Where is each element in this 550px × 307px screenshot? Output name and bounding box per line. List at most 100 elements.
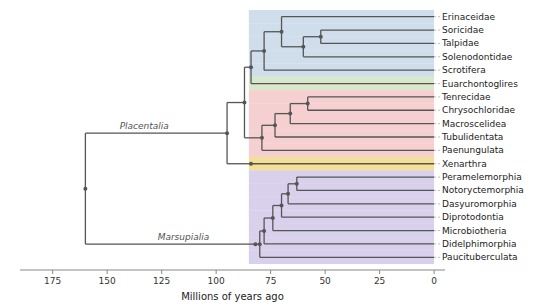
taxon-label: Chrysochloridae <box>442 105 515 115</box>
clade-band <box>249 130 434 143</box>
branch <box>264 70 434 71</box>
tree <box>83 17 434 258</box>
branch <box>282 217 435 218</box>
tick-label: 50 <box>319 276 331 286</box>
branch <box>264 31 281 32</box>
tick-label: 175 <box>44 276 61 286</box>
branch <box>85 132 227 133</box>
branch <box>308 96 434 97</box>
tick-label: 25 <box>374 276 385 286</box>
taxon-label: Dasyuromorphia <box>442 199 517 209</box>
branch <box>85 244 255 245</box>
clade-band <box>249 90 434 103</box>
leader <box>434 230 440 231</box>
leader <box>434 243 440 244</box>
clade-band <box>249 117 434 130</box>
taxon-label: Euarchontoglires <box>442 79 518 89</box>
branch <box>282 193 289 194</box>
taxon-label: Paenungulata <box>442 145 504 155</box>
branch <box>282 46 304 47</box>
branch <box>297 176 434 177</box>
taxon-label: Erinaceidae <box>442 12 495 22</box>
leader <box>434 150 440 151</box>
taxon-label: Peramelemorphia <box>442 172 522 182</box>
branch <box>262 125 275 126</box>
branch <box>303 56 434 57</box>
taxon-label: Paucituberculata <box>442 252 517 262</box>
branch <box>321 43 434 44</box>
tick-label: 0 <box>431 276 437 286</box>
clade-band <box>249 77 434 90</box>
branch <box>275 136 434 137</box>
clade-band <box>249 170 434 183</box>
branch <box>273 230 434 231</box>
tick <box>379 270 380 274</box>
leader <box>434 257 440 258</box>
branch <box>303 36 320 37</box>
tick <box>434 270 435 274</box>
branch <box>260 257 434 258</box>
taxon-label: Diprotodontia <box>442 212 504 222</box>
clade-band <box>249 37 434 50</box>
taxon-label: Notoryctemorphia <box>442 185 524 195</box>
branch <box>262 150 434 151</box>
taxon-label: Tenrecidae <box>441 92 491 102</box>
clade-band <box>249 50 434 63</box>
tick <box>107 270 108 274</box>
leader <box>434 190 440 191</box>
taxon-label: Solenodontidae <box>442 52 513 62</box>
clade-band <box>249 23 434 36</box>
clade-band <box>249 63 434 76</box>
chart: ErinaceidaeSoricidaeTalpidaeSolenodontid… <box>0 0 550 307</box>
branch <box>264 243 434 244</box>
leader <box>434 56 440 57</box>
tick-label: 75 <box>265 276 276 286</box>
tick-label: 125 <box>153 276 170 286</box>
clade-band <box>249 211 434 224</box>
leader <box>434 177 440 178</box>
leader <box>434 203 440 204</box>
branch <box>273 205 282 206</box>
branch <box>251 163 434 164</box>
x-axis: 1751501251007550250Millions of years ago <box>20 270 445 302</box>
branch <box>251 50 264 51</box>
branch <box>288 203 434 204</box>
taxon-label: Scrotifera <box>442 65 486 75</box>
branch <box>290 123 434 124</box>
tick <box>161 270 162 274</box>
leader <box>434 70 440 71</box>
taxon-label: Tubulidentata <box>441 132 503 142</box>
branch <box>251 83 434 84</box>
branch <box>264 217 273 218</box>
tick <box>52 270 53 274</box>
x-label: Millions of years ago <box>181 291 284 302</box>
tick-label: 100 <box>208 276 225 286</box>
branch <box>244 137 261 138</box>
branch <box>290 103 307 104</box>
clade-band <box>249 184 434 197</box>
leader <box>434 96 440 97</box>
leader <box>434 16 440 17</box>
node <box>83 187 87 191</box>
branch <box>308 110 434 111</box>
branch <box>227 163 251 164</box>
leader <box>434 83 440 84</box>
clade-band <box>249 197 434 210</box>
clade-band <box>249 10 434 23</box>
leader <box>434 217 440 218</box>
branch <box>321 29 434 30</box>
tick <box>325 270 326 274</box>
tick <box>270 270 271 274</box>
bands <box>249 10 434 264</box>
clade-label: Placentalia <box>120 121 169 131</box>
clade-band <box>249 224 434 237</box>
branch <box>282 16 435 17</box>
branch <box>275 113 290 114</box>
leader <box>434 30 440 31</box>
branch <box>244 67 251 68</box>
leader <box>434 43 440 44</box>
taxon-label: Didelphimorphia <box>442 239 517 249</box>
clade-band <box>249 144 434 157</box>
clade-band <box>249 251 434 264</box>
clade-band <box>249 104 434 117</box>
